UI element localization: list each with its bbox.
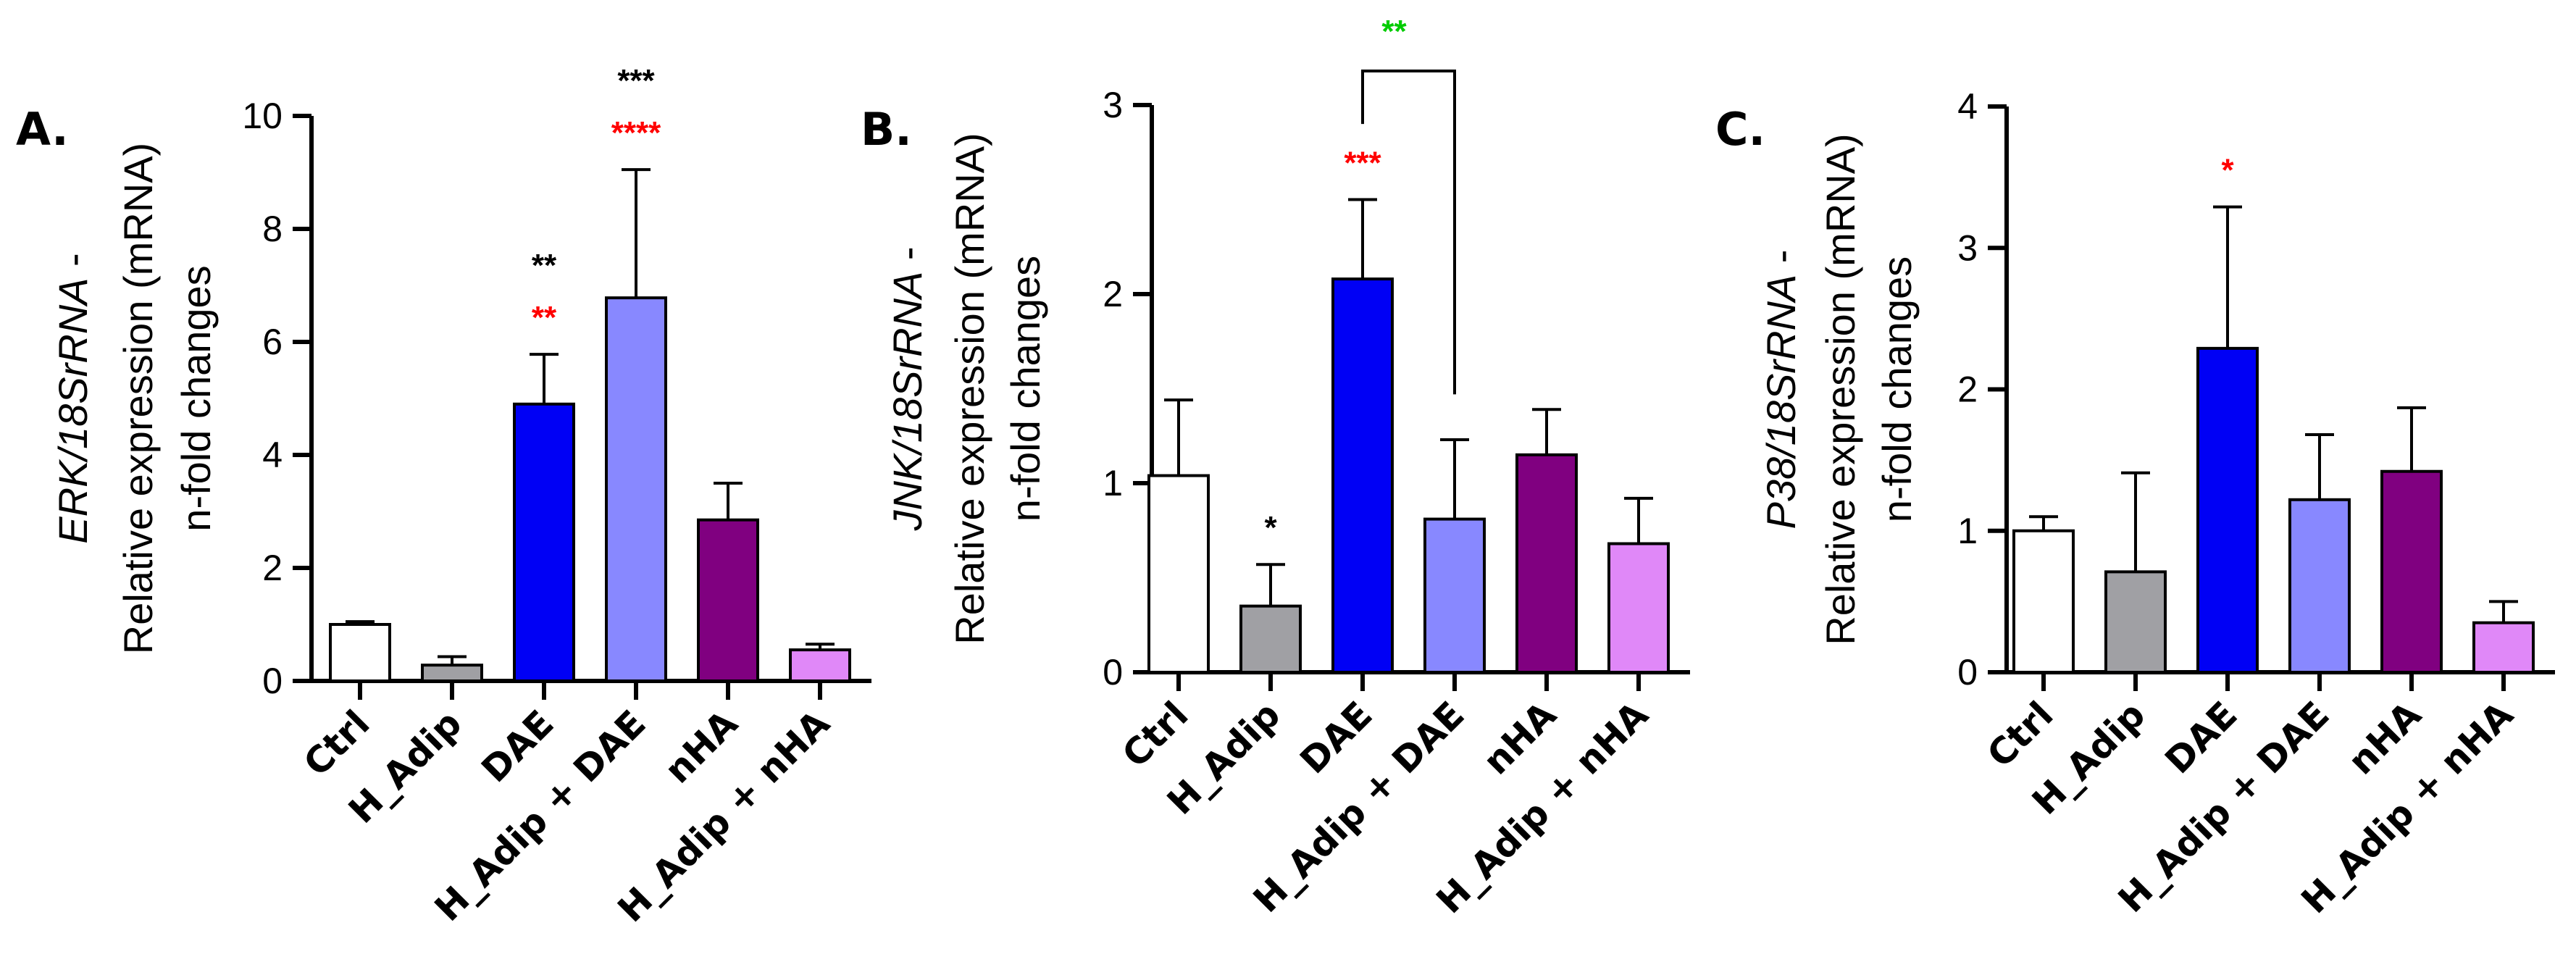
significance-marker: *	[1264, 510, 1277, 545]
y-axis-title-suffix: -	[1758, 250, 1804, 275]
bar	[1515, 453, 1578, 674]
bar	[2196, 346, 2259, 674]
bar	[605, 296, 667, 683]
y-axis-title-suffix: -	[885, 246, 930, 271]
bar	[421, 664, 483, 682]
bar	[789, 648, 851, 682]
y-tick-label: 3	[1103, 85, 1123, 125]
y-tick-label: 3	[1957, 227, 1978, 268]
y-axis-gene-label: P38/18SrRNA	[1758, 275, 1804, 530]
bar	[1607, 542, 1670, 674]
panel-label: C.	[1715, 103, 1765, 156]
y-tick-label: 8	[262, 209, 283, 249]
bar	[2288, 498, 2351, 674]
bar	[329, 623, 391, 682]
y-axis-title-suffix: -	[50, 253, 96, 277]
significance-marker: ***	[1344, 146, 1381, 181]
bar	[2012, 529, 2075, 674]
bar	[2104, 570, 2167, 674]
panel-c: C.P38/18SrRNA - Relative expression (mRNA…	[1715, 86, 2555, 921]
y-tick-label: 0	[1103, 652, 1123, 693]
y-axis-title-line3: n-fold changes	[173, 265, 219, 531]
y-tick-label: 0	[262, 661, 283, 701]
bar	[513, 402, 575, 682]
significance-marker: ****	[611, 115, 661, 151]
y-axis-title-line3: n-fold changes	[1003, 256, 1048, 522]
bar	[1331, 277, 1394, 674]
y-tick-label: 4	[1957, 86, 1978, 127]
y-tick-label: 6	[262, 322, 283, 362]
y-tick-label: 1	[1957, 511, 1978, 551]
y-axis-title-line1: ERK/18SrRNA -	[50, 253, 96, 543]
y-axis-title-line2: Relative expression (mRNA)	[1818, 133, 1863, 645]
y-tick-label: 1	[1103, 463, 1123, 503]
y-axis-title-line1: P38/18SrRNA -	[1758, 250, 1804, 530]
x-tick-label: Ctrl	[296, 702, 377, 784]
bar	[2380, 469, 2443, 674]
y-axis-title-line1: JNK/18SrRNA -	[885, 246, 930, 531]
y-tick-label: 2	[262, 548, 283, 588]
significance-marker: **	[532, 300, 557, 335]
x-tick-label: Ctrl	[1979, 693, 2061, 775]
significance-marker: *	[2221, 153, 2234, 188]
y-tick-label: 0	[1957, 652, 1978, 693]
y-axis-gene-label: ERK/18SrRNA	[50, 277, 96, 543]
y-axis-title-line2: Relative expression (mRNA)	[115, 143, 161, 654]
bar	[1239, 604, 1302, 674]
x-tick-label: Ctrl	[1114, 693, 1196, 775]
y-axis-title-line3: n-fold changes	[1874, 256, 1920, 522]
bar	[1423, 517, 1486, 674]
panel-b: B.JNK/18SrRNA - Relative expression (mRNA…	[861, 14, 1690, 921]
significance-marker: **	[532, 248, 557, 283]
bar	[2472, 621, 2535, 674]
bar	[1147, 474, 1210, 674]
bracket-significance-marker: **	[1381, 14, 1407, 49]
y-axis-title-line2: Relative expression (mRNA)	[947, 133, 992, 644]
y-axis-gene-label: JNK/18SrRNA	[885, 272, 930, 532]
y-tick-label: 2	[1103, 274, 1123, 314]
bar	[697, 518, 759, 683]
comparison-bracket	[1361, 70, 1456, 395]
panel-label: B.	[861, 103, 912, 156]
y-tick-label: 2	[1957, 369, 1978, 410]
y-tick-label: 4	[262, 435, 283, 475]
significance-marker: ***	[617, 63, 655, 99]
y-tick-label: 10	[242, 96, 283, 136]
panel-a: A.ERK/18SrRNA - Relative expression (mRNA…	[16, 63, 871, 930]
panel-label: A.	[16, 103, 69, 156]
